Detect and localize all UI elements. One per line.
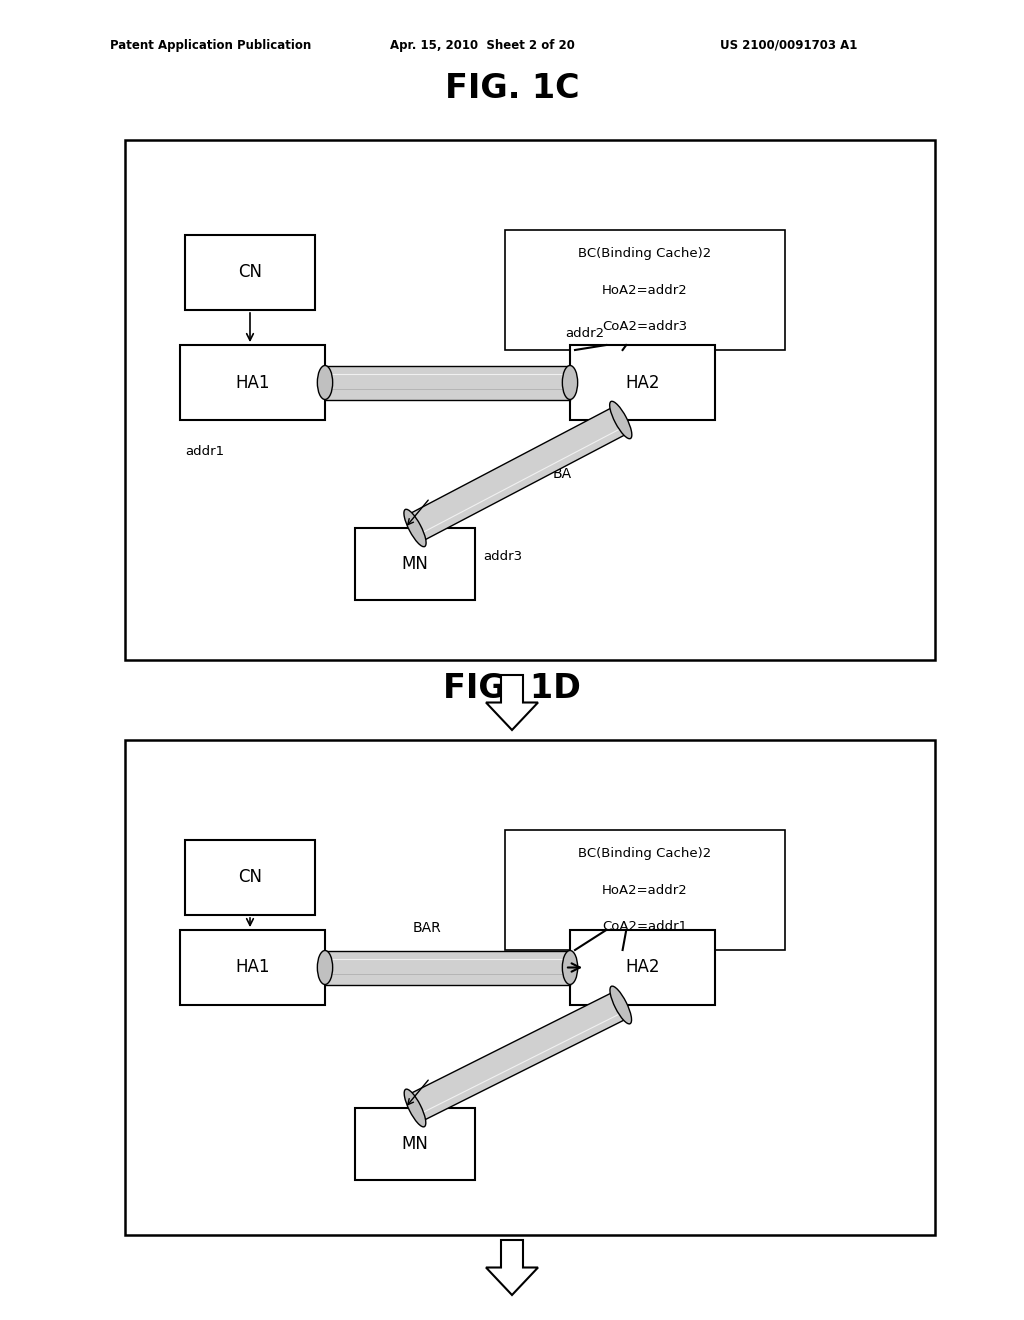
Ellipse shape xyxy=(610,986,632,1024)
Ellipse shape xyxy=(317,366,333,400)
Text: addr2: addr2 xyxy=(565,327,604,341)
Bar xyxy=(125,741,935,1236)
Bar xyxy=(185,235,315,310)
Bar xyxy=(180,345,325,420)
Bar xyxy=(325,366,570,400)
Text: addr1: addr1 xyxy=(185,445,224,458)
Text: HA2: HA2 xyxy=(626,374,659,392)
Ellipse shape xyxy=(562,950,578,985)
Polygon shape xyxy=(486,1239,538,1295)
Bar xyxy=(355,528,475,601)
Bar xyxy=(125,140,935,660)
Bar xyxy=(570,345,715,420)
Text: BAR: BAR xyxy=(413,921,442,936)
Text: HA1: HA1 xyxy=(236,958,269,977)
Ellipse shape xyxy=(403,510,426,546)
Bar xyxy=(570,931,715,1005)
Bar xyxy=(185,840,315,915)
Ellipse shape xyxy=(404,1089,426,1127)
Bar xyxy=(355,1107,475,1180)
Text: BA: BA xyxy=(553,467,572,480)
Text: HA2: HA2 xyxy=(626,958,659,977)
Ellipse shape xyxy=(317,950,333,985)
Ellipse shape xyxy=(609,401,632,438)
Bar xyxy=(505,230,785,350)
Bar xyxy=(505,830,785,950)
Polygon shape xyxy=(406,993,631,1119)
Text: BC(Binding Cache)2

HoA2=addr2

CoA2=addr3: BC(Binding Cache)2 HoA2=addr2 CoA2=addr3 xyxy=(579,248,712,333)
Bar xyxy=(325,950,570,985)
Polygon shape xyxy=(486,675,538,730)
Text: FIG. 1D: FIG. 1D xyxy=(443,672,581,705)
Polygon shape xyxy=(404,408,631,540)
Text: addr3: addr3 xyxy=(483,550,522,564)
Text: MN: MN xyxy=(401,1135,428,1152)
Text: CN: CN xyxy=(238,264,262,281)
Bar xyxy=(180,931,325,1005)
Text: Patent Application Publication: Patent Application Publication xyxy=(110,38,311,51)
Text: BC(Binding Cache)2

HoA2=addr2

CoA2=addr1: BC(Binding Cache)2 HoA2=addr2 CoA2=addr1 xyxy=(579,847,712,932)
Text: Apr. 15, 2010  Sheet 2 of 20: Apr. 15, 2010 Sheet 2 of 20 xyxy=(390,38,574,51)
Text: CN: CN xyxy=(238,869,262,887)
Text: MN: MN xyxy=(401,554,428,573)
Text: FIG. 1C: FIG. 1C xyxy=(444,73,580,106)
Text: US 2100/0091703 A1: US 2100/0091703 A1 xyxy=(720,38,857,51)
Ellipse shape xyxy=(562,366,578,400)
Text: HA1: HA1 xyxy=(236,374,269,392)
